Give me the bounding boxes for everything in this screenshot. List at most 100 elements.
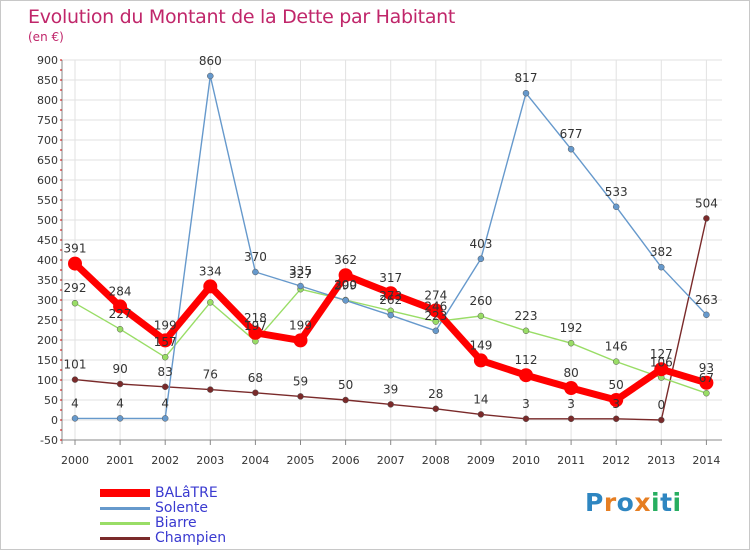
x-tick-label: 2010 <box>512 454 540 467</box>
data-label: 90 <box>112 362 127 376</box>
data-label: 274 <box>424 288 447 302</box>
data-label: 246 <box>424 300 447 314</box>
data-label: 817 <box>515 71 538 85</box>
data-label: 327 <box>289 267 312 281</box>
data-label: 3 <box>612 397 620 411</box>
y-tick-label: 650 <box>37 154 58 167</box>
data-point <box>699 375 714 390</box>
data-label: 382 <box>650 245 673 259</box>
x-tick-label: 2002 <box>151 454 179 467</box>
data-point <box>703 215 710 222</box>
y-tick-label: 100 <box>37 374 58 387</box>
data-label: 127 <box>650 347 673 361</box>
data-point <box>432 405 440 413</box>
data-label: 403 <box>469 237 492 251</box>
data-point <box>522 327 530 335</box>
data-label: 4 <box>116 396 124 410</box>
data-point <box>387 401 394 408</box>
x-tick-label: 2007 <box>377 454 405 467</box>
y-tick-label: 700 <box>37 134 58 147</box>
data-label: 197 <box>244 319 267 333</box>
y-tick-label: 350 <box>37 274 58 287</box>
x-tick-label: 2008 <box>422 454 450 467</box>
data-label: 14 <box>473 392 488 406</box>
data-point <box>207 386 214 393</box>
data-label: 68 <box>248 371 263 385</box>
legend-item-champien: Champien <box>100 530 300 546</box>
data-label: 334 <box>199 264 222 278</box>
data-label: 28 <box>428 387 443 401</box>
x-tick-label: 2014 <box>692 454 720 467</box>
data-point <box>161 415 169 422</box>
legend: BALâTRE Solente Biarre Champien <box>100 485 300 546</box>
data-point <box>116 325 124 333</box>
data-label: 76 <box>203 368 218 382</box>
data-label: 223 <box>424 309 447 323</box>
data-label: 4 <box>161 396 169 410</box>
data-label: 157 <box>154 335 177 349</box>
data-point <box>113 299 128 314</box>
data-point <box>522 415 530 423</box>
y-tick-label: 50 <box>44 394 58 407</box>
data-label: 199 <box>154 318 177 332</box>
data-label: 146 <box>605 340 628 354</box>
data-label: 101 <box>64 358 87 372</box>
data-point <box>207 299 214 306</box>
logo-letter: i <box>651 488 661 517</box>
data-point <box>703 389 710 397</box>
logo-letter: x <box>634 488 651 517</box>
data-point <box>383 286 398 301</box>
logo-letter: P <box>585 488 604 517</box>
data-point <box>567 415 575 423</box>
data-point <box>71 299 79 307</box>
data-point <box>68 256 82 271</box>
data-point <box>297 393 304 400</box>
data-point <box>252 389 259 397</box>
data-point <box>297 282 304 290</box>
legend-swatch-champien <box>100 537 150 540</box>
x-tick-label: 2009 <box>467 454 495 467</box>
data-label: 4 <box>71 396 79 410</box>
data-label: 362 <box>334 253 357 267</box>
data-label: 262 <box>379 293 402 307</box>
y-tick-label: 400 <box>37 254 58 267</box>
data-point <box>207 72 214 80</box>
data-point <box>567 339 575 347</box>
y-tick-label: 0 <box>51 414 58 427</box>
data-point <box>252 268 259 276</box>
data-point <box>567 145 575 153</box>
y-tick-label: 300 <box>37 294 58 307</box>
data-point <box>428 303 443 318</box>
x-tick-label: 2004 <box>241 454 269 467</box>
y-tick-label: -50 <box>40 434 58 447</box>
data-point <box>161 383 169 391</box>
data-point <box>338 268 353 283</box>
data-point <box>473 353 488 368</box>
data-label: 83 <box>158 365 173 379</box>
data-point <box>432 318 440 325</box>
data-label: 677 <box>560 127 583 141</box>
data-point <box>432 327 440 335</box>
data-point <box>203 279 218 294</box>
data-point <box>522 89 530 97</box>
data-point <box>612 203 620 211</box>
y-tick-label: 800 <box>37 94 58 107</box>
data-point <box>477 411 485 418</box>
data-label: 50 <box>609 378 624 392</box>
data-point <box>387 311 394 319</box>
data-label: 80 <box>563 366 578 380</box>
data-label: 3 <box>567 397 575 411</box>
data-label: 3 <box>522 397 530 411</box>
data-label: 192 <box>560 321 583 335</box>
legend-swatch-solente <box>100 507 150 510</box>
chart-subtitle: (en €) <box>28 30 64 44</box>
data-point <box>519 368 533 383</box>
data-label: 263 <box>695 293 718 307</box>
x-tick-label: 2003 <box>196 454 224 467</box>
data-label: 112 <box>515 353 538 367</box>
data-point <box>612 415 620 423</box>
data-point <box>609 393 624 407</box>
data-label: 391 <box>64 242 87 256</box>
logo-letter: i <box>672 488 682 517</box>
